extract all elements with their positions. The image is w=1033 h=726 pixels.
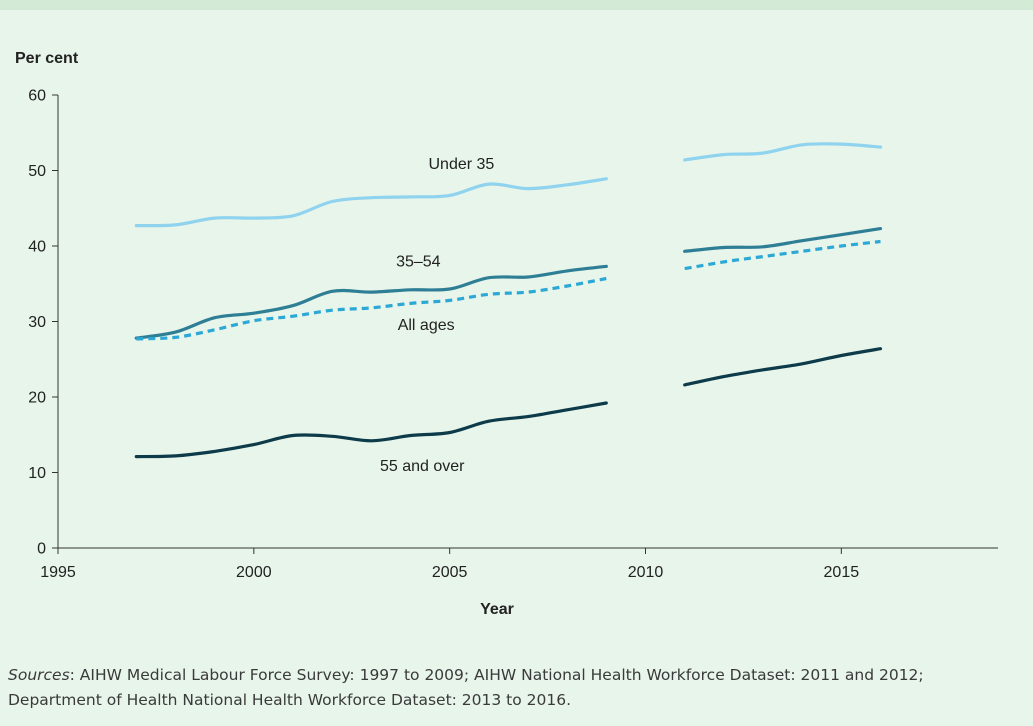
sources-label: Sources — [8, 666, 70, 684]
y-tick-label: 50 — [28, 163, 46, 180]
series-labels: Under 35 35–54 All ages 55 and over — [380, 156, 494, 475]
series-line-35-54-segment-1 — [134, 264, 608, 340]
sources-text: : AIHW Medical Labour Force Survey: 1997… — [8, 666, 924, 709]
y-axis-label: Per cent — [15, 50, 79, 67]
series-line-55-and-over-segment-2 — [683, 347, 883, 387]
y-tick-label: 0 — [37, 541, 46, 558]
series-label-all-ages: All ages — [398, 317, 455, 334]
series-line-under-35-segment-2 — [683, 142, 883, 162]
sources-note: Sources: AIHW Medical Labour Force Surve… — [8, 663, 1018, 713]
x-tick-label: 2015 — [824, 564, 860, 581]
y-tick-label: 60 — [28, 88, 46, 105]
y-tick-label: 40 — [28, 239, 46, 256]
series-line-all-ages-segment-2 — [684, 239, 881, 271]
x-tick-label: 2010 — [628, 564, 664, 581]
line-chart: Per cent Year 0 10 20 30 40 50 60 1995 2000 2005 2… — [15, 50, 998, 618]
series-line-55-and-over-segment-1 — [134, 401, 608, 459]
x-tick-label: 1995 — [40, 564, 76, 581]
series-line-under-35-segment-1 — [134, 177, 608, 228]
axes: 0 10 20 30 40 50 60 1995 2000 2005 2010 2015 — [28, 88, 998, 581]
series-label-55-and-over: 55 and over — [380, 458, 465, 475]
y-tick-label: 20 — [28, 390, 46, 407]
header-band — [0, 0, 1033, 10]
series-label-35-54: 35–54 — [396, 253, 441, 270]
y-tick-label: 30 — [28, 314, 46, 331]
x-axis-label: Year — [480, 601, 514, 618]
series-line-all-ages-segment-1 — [136, 276, 607, 341]
series-label-under-35: Under 35 — [429, 156, 495, 173]
series-line-35-54-segment-2 — [683, 227, 883, 253]
x-tick-label: 2005 — [432, 564, 468, 581]
x-tick-label: 2000 — [236, 564, 272, 581]
series-lines — [134, 142, 883, 459]
y-tick-label: 10 — [28, 465, 46, 482]
